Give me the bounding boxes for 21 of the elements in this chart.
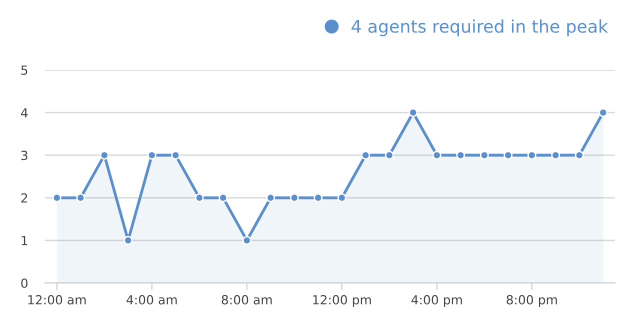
point [76,193,86,202]
x-tick-label: 4:00 am [126,295,177,304]
x-tick-label: 12:00 am [28,295,86,304]
point [574,150,584,160]
x-tick-label: 12:00 pm [313,295,371,307]
legend-label: 4 agents required in the peak [352,19,608,36]
point [432,150,442,160]
x-tick-label: 4:00 pm [411,295,462,307]
point [242,236,252,245]
y-tick-label: 0 [21,278,28,288]
x-tick-label: 8:00 pm [506,295,557,307]
y-tick-label: 1 [22,236,28,246]
y-tick-label: 4 [20,108,28,118]
point [124,236,133,245]
y-tick-label: 5 [21,66,28,75]
y-tick-label: 3 [21,150,28,160]
y-tick-label: 2 [21,193,28,203]
point [384,150,394,160]
x-tick-label: 8:00 am [222,295,272,304]
point [337,193,346,202]
point [194,193,204,202]
